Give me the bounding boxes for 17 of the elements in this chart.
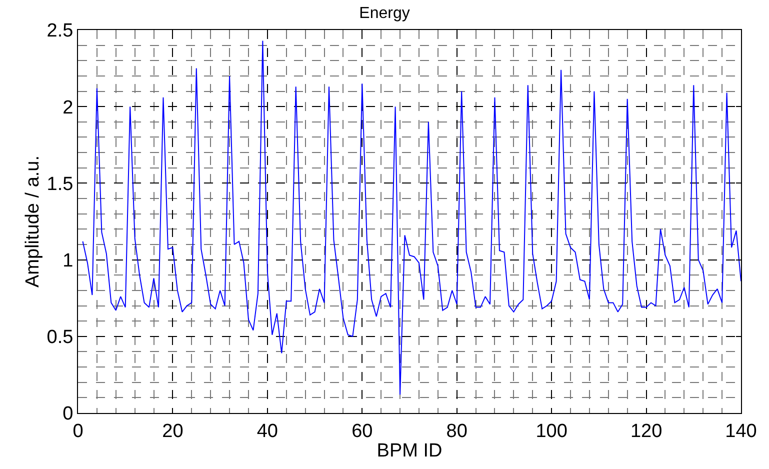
chart-title: Energy xyxy=(359,5,410,22)
y-tick-label: 0.5 xyxy=(46,327,74,348)
y-tick-label: 0 xyxy=(62,404,74,425)
line-series xyxy=(82,40,741,396)
x-tick-label: 140 xyxy=(725,420,757,442)
x-axis-title: BPM ID xyxy=(376,440,442,462)
x-tick-label: 80 xyxy=(446,420,468,442)
x-tick-label: 60 xyxy=(352,420,373,442)
x-tick-label: 100 xyxy=(536,420,568,442)
y-tick-label: 2.5 xyxy=(46,20,74,42)
y-tick-label: 1.5 xyxy=(46,174,74,195)
x-tick-label: 20 xyxy=(162,420,184,442)
y-tick-label: 1 xyxy=(62,250,74,272)
x-tick-label: 120 xyxy=(630,420,662,442)
x-tick-label: 40 xyxy=(256,420,278,442)
y-tick-label: 2 xyxy=(62,97,74,118)
y-axis-title: Amplitude / a.u. xyxy=(22,155,44,288)
